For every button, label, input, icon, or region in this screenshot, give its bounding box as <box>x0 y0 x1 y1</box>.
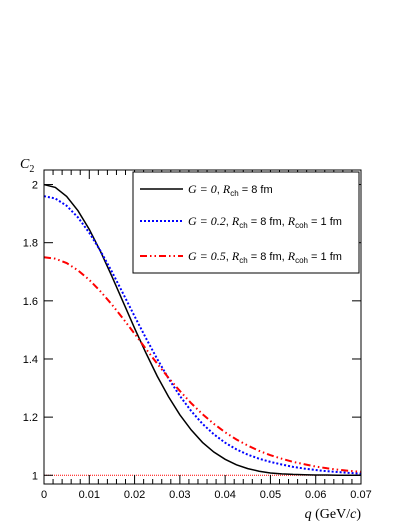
x-tick-label: 0.02 <box>124 489 145 501</box>
y-tick-label: 1.8 <box>23 238 38 250</box>
x-axis-title: q (GeV/c) <box>305 507 362 522</box>
x-tick-label: 0.01 <box>79 489 100 501</box>
y-tick-label: 1.2 <box>23 412 38 424</box>
legend-entry-1: G = 0.2, Rch = 8 fm, Rcoh = 1 fm <box>188 214 342 230</box>
x-tick-label: 0.05 <box>260 489 281 501</box>
x-tick-label: 0.04 <box>214 489 235 501</box>
y-tick-label: 1.4 <box>23 354 38 366</box>
x-tick-label: 0.07 <box>350 489 371 501</box>
y-tick-label: 1.6 <box>23 296 38 308</box>
legend-entry-2: G = 0.5, Rch = 8 fm, Rcoh = 1 fm <box>188 249 342 265</box>
series-line-0 <box>43 183 361 477</box>
y-tick-label: 2 <box>32 180 38 192</box>
y-axis-title: C2 <box>20 157 34 175</box>
x-tick-label: 0.06 <box>305 489 326 501</box>
series-line-1 <box>43 195 362 475</box>
x-tick-label: 0 <box>41 489 47 501</box>
series-line-2 <box>43 256 362 473</box>
plot-frame <box>43 169 362 485</box>
x-tick-label: 0.03 <box>169 489 190 501</box>
y-tick-label: 1 <box>32 470 38 482</box>
legend-entry-0: G = 0, Rch = 8 fm <box>188 182 273 198</box>
